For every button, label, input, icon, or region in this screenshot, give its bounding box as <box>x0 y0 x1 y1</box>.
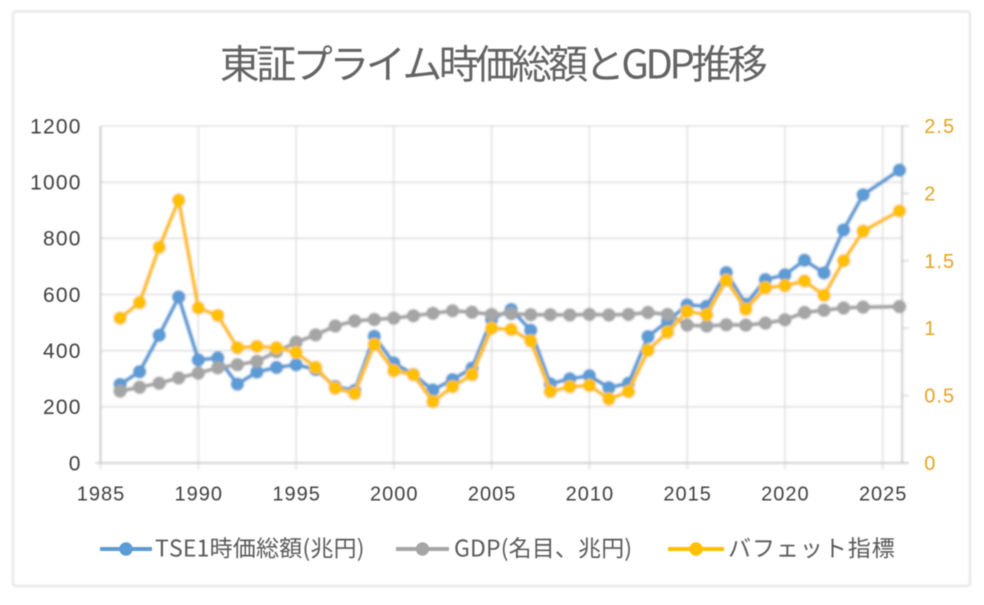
svg-text:1995: 1995 <box>272 484 321 506</box>
svg-text:200: 200 <box>43 396 82 419</box>
svg-text:600: 600 <box>43 284 82 307</box>
svg-text:2: 2 <box>924 183 936 205</box>
svg-text:2010: 2010 <box>566 484 615 506</box>
svg-text:1: 1 <box>924 318 936 340</box>
svg-text:1990: 1990 <box>175 484 224 506</box>
svg-text:1985: 1985 <box>77 484 126 506</box>
svg-text:0: 0 <box>924 453 936 475</box>
svg-text:1.5: 1.5 <box>924 251 955 273</box>
svg-text:2000: 2000 <box>370 484 419 506</box>
svg-text:2020: 2020 <box>761 484 810 506</box>
svg-text:2.5: 2.5 <box>924 116 955 138</box>
svg-text:800: 800 <box>43 228 82 251</box>
svg-text:400: 400 <box>43 340 82 363</box>
svg-text:1200: 1200 <box>30 115 82 138</box>
svg-text:2005: 2005 <box>468 484 517 506</box>
svg-text:2025: 2025 <box>859 484 908 506</box>
svg-text:2015: 2015 <box>663 484 712 506</box>
svg-text:0.5: 0.5 <box>924 386 955 408</box>
svg-text:0: 0 <box>69 452 82 475</box>
svg-text:1000: 1000 <box>30 172 82 195</box>
